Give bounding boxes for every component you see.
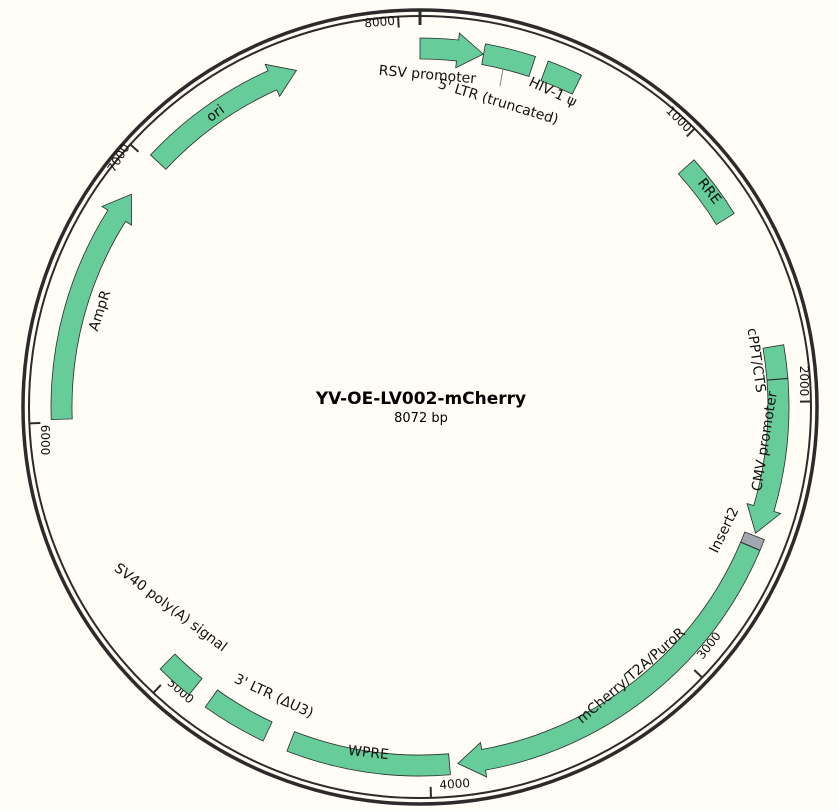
feature-sv40-poly-a-signal[interactable]: [159, 653, 203, 696]
tick-mark: [686, 127, 696, 138]
ltr-leader-line: [499, 68, 504, 87]
feature-ampr[interactable]: [50, 193, 132, 421]
feature-rsv-promoter[interactable]: [419, 32, 485, 69]
label-cppt-cts: cPPT/CTS: [744, 327, 769, 394]
label-sv40-poly-a-signal: SV40 poly(A) signal: [111, 560, 230, 655]
tick-label: 4000: [439, 776, 470, 792]
tick-label: 8000: [364, 14, 396, 31]
feature-wpre[interactable]: [286, 731, 451, 777]
tick-mark: [693, 669, 703, 679]
tick-mark: [397, 16, 400, 28]
plasmid-name: YV-OE-LV002-mCherry: [315, 389, 526, 409]
tick-label: 6000: [38, 425, 52, 456]
feature-rre[interactable]: [677, 159, 735, 226]
tick-mark: [152, 684, 162, 694]
plasmid-length: 8072 bp: [394, 411, 448, 426]
feature-5-ltr-truncated[interactable]: [481, 43, 537, 77]
features: [50, 32, 790, 778]
feature-3-ltr-u3[interactable]: [204, 689, 273, 742]
feature-mcherry-t2a-puror[interactable]: [457, 541, 761, 778]
feature-hiv-1[interactable]: [540, 60, 583, 95]
tick-label: 1000: [663, 103, 694, 134]
feature-cmv-promoter[interactable]: [746, 378, 790, 534]
tick-label: 2000: [797, 366, 811, 397]
label-insert2: Insert2: [706, 505, 742, 556]
feature-ori[interactable]: [149, 63, 298, 170]
tick-mark: [129, 143, 140, 153]
label-wpre: WPRE: [347, 743, 389, 763]
